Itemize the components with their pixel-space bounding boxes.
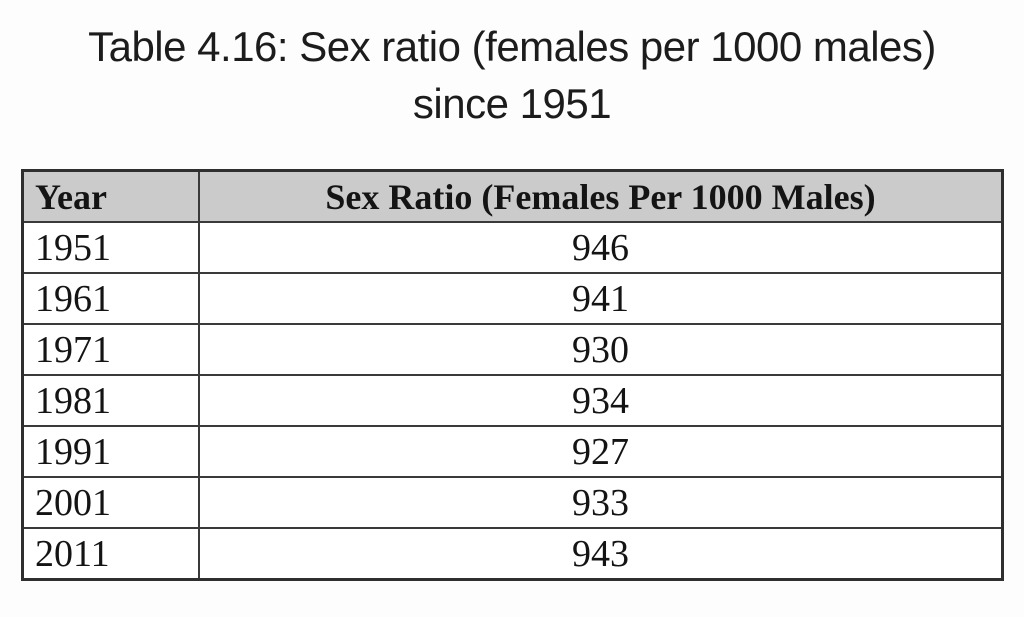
table-row: 1991 927 (21, 425, 1004, 478)
value-cell: 930 (198, 323, 1004, 376)
title-line-2: since 1951 (412, 80, 612, 127)
page-title: Table 4.16: Sex ratio (females per 1000 … (0, 18, 1024, 132)
table-row: 1961 941 (21, 272, 1004, 325)
year-cell: 2011 (21, 527, 200, 581)
year-cell: 1961 (21, 272, 200, 325)
table-header-row: Year Sex Ratio (Females Per 1000 Males) (21, 169, 1004, 223)
value-cell: 943 (198, 527, 1004, 581)
column-header-sex-ratio: Sex Ratio (Females Per 1000 Males) (198, 169, 1004, 223)
value-cell: 927 (198, 425, 1004, 478)
table-row: 2011 943 (21, 527, 1004, 581)
table-row: 1951 946 (21, 221, 1004, 274)
value-cell: 933 (198, 476, 1004, 529)
table-row: 1971 930 (21, 323, 1004, 376)
year-cell: 1991 (21, 425, 200, 478)
table-row: 2001 933 (21, 476, 1004, 529)
year-cell: 1971 (21, 323, 200, 376)
sex-ratio-table: Year Sex Ratio (Females Per 1000 Males) … (21, 169, 1004, 581)
title-line-1: Table 4.16: Sex ratio (females per 1000 … (88, 23, 936, 70)
table-row: 1981 934 (21, 374, 1004, 427)
year-cell: 1951 (21, 221, 200, 274)
year-cell: 1981 (21, 374, 200, 427)
value-cell: 941 (198, 272, 1004, 325)
value-cell: 934 (198, 374, 1004, 427)
year-cell: 2001 (21, 476, 200, 529)
value-cell: 946 (198, 221, 1004, 274)
column-header-year: Year (21, 169, 200, 223)
